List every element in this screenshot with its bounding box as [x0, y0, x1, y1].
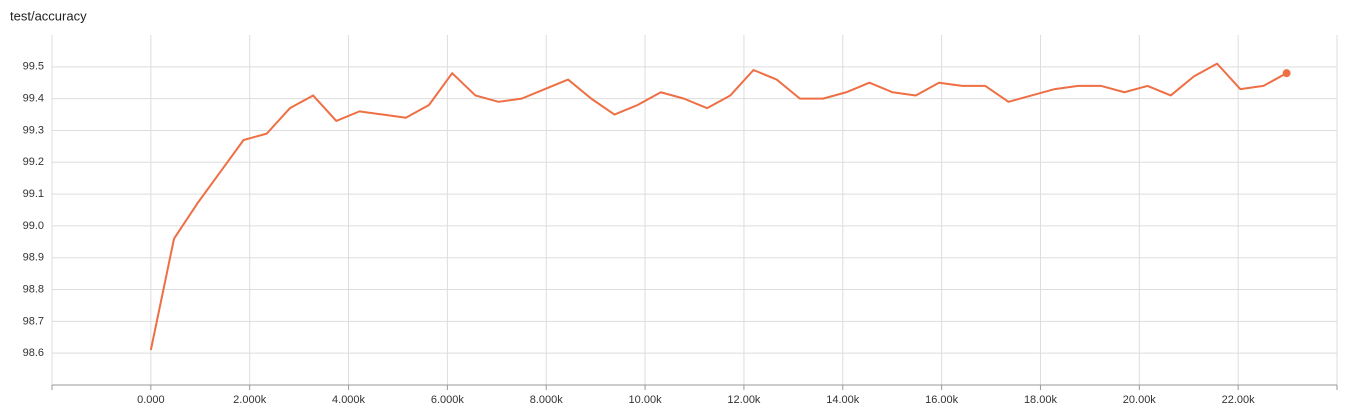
x-tick-label: 2.000k	[233, 394, 267, 406]
y-tick-label: 99.5	[23, 61, 44, 73]
x-tick-label: 10.00k	[629, 394, 663, 406]
x-tick-label: 8.000k	[530, 394, 564, 406]
y-tick-label: 98.7	[23, 315, 44, 327]
last-point	[1282, 69, 1291, 78]
x-tick-label: 6.000k	[431, 394, 465, 406]
chart-title: test/accuracy	[10, 8, 87, 23]
x-tick-label: 18.00k	[1024, 394, 1058, 406]
x-tick-label: 12.00k	[727, 394, 761, 406]
x-tick-label: 0.000	[137, 394, 165, 406]
x-tick-label: 4.000k	[332, 394, 366, 406]
y-tick-label: 99.2	[23, 156, 44, 168]
y-tick-label: 99.0	[23, 220, 44, 232]
line	[149, 62, 1288, 351]
y-tick-label: 98.6	[23, 347, 44, 359]
x-tick-label: 20.00k	[1123, 394, 1157, 406]
y-tick-label: 99.3	[23, 124, 44, 136]
y-tick-label: 99.4	[23, 93, 44, 105]
x-tick-label: 22.00k	[1222, 394, 1256, 406]
y-tick-label: 98.9	[23, 252, 44, 264]
y-tick-label: 98.8	[23, 283, 44, 295]
x-tick-label: 14.00k	[826, 394, 860, 406]
y-tick-label: 99.1	[23, 188, 44, 200]
x-tick-label: 16.00k	[925, 394, 959, 406]
